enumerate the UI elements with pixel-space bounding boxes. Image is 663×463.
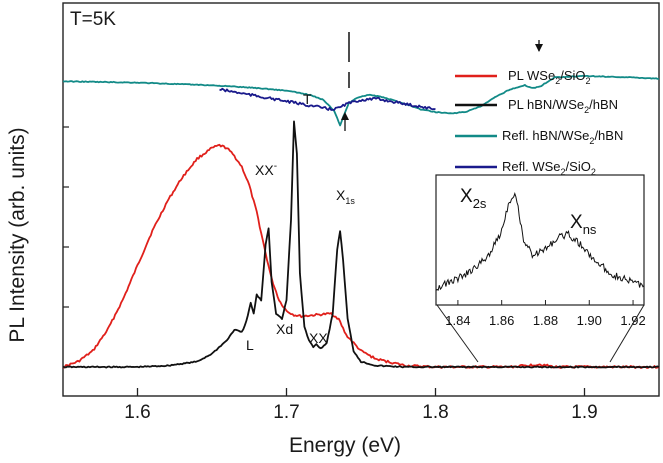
inset-series-line — [435, 192, 645, 291]
inset-tick-label: 1.84 — [445, 313, 470, 328]
annotation-xx: XX — [309, 330, 328, 346]
inset-tick-label: 1.90 — [577, 313, 602, 328]
inset-ticks: 1.84 1.86 1.88 1.90 1.92 — [445, 300, 646, 328]
inset-zoom-line-left — [436, 304, 479, 363]
inset-frame — [435, 174, 645, 306]
temperature-label: T=5K — [70, 9, 116, 30]
x-tick-label: 1.9 — [571, 402, 597, 423]
inset-zoom-line-right — [609, 304, 645, 363]
x-tick-label: 1.6 — [124, 402, 150, 423]
inset-tick-label: 1.92 — [620, 313, 645, 328]
series-layer — [62, 74, 660, 369]
y-axis-title: PL Intensity (arb. units) — [6, 127, 29, 342]
series-line-4 — [219, 87, 436, 111]
series-line-3 — [62, 74, 660, 127]
legend-label-pl-sio2: PL WSe2/SiO2 — [508, 68, 591, 86]
inset-series-layer — [435, 192, 645, 291]
annotation-xx-minus: XX- — [255, 161, 277, 178]
x-tick-label: 1.7 — [273, 402, 299, 423]
series-line-1 — [62, 143, 660, 369]
annotation-xd: Xd — [276, 321, 293, 337]
inset-tick-label: 1.88 — [533, 313, 558, 328]
arrows — [341, 32, 543, 131]
x-axis-ticks: 1.6 1.7 1.8 1.9 — [63, 126, 598, 423]
annotation-t: T — [303, 91, 312, 107]
arrow-down-icon — [535, 44, 543, 52]
peak-annotations: XX- T Xd L XX X1s — [246, 91, 355, 353]
x-tick-label: 1.8 — [422, 402, 448, 423]
legend-label-refl-sio2: Refl. WSe2/SiO2 — [502, 159, 596, 177]
inset: 1.84 1.86 1.88 1.90 1.92 X2s Xns — [435, 174, 646, 363]
annotation-l: L — [246, 337, 254, 353]
series-line-2 — [62, 120, 660, 369]
inset-tick-label: 1.86 — [489, 313, 514, 328]
x-axis-title: Energy (eV) — [289, 434, 401, 457]
legend-label-pl-hbn: PL hBN/WSe2/hBN — [508, 97, 618, 115]
arrow-up-icon — [341, 112, 349, 120]
